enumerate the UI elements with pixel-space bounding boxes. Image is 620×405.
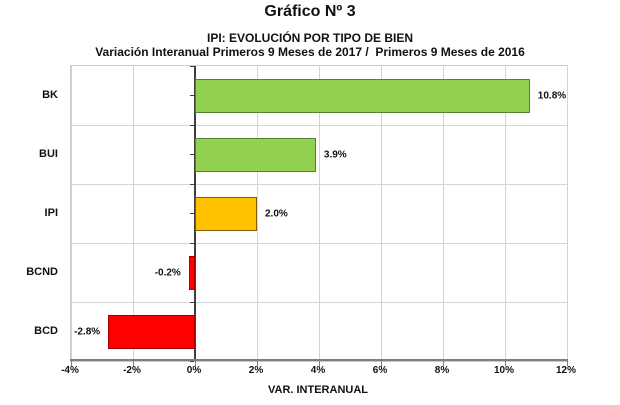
- x-axis-tick-label: 10%: [493, 365, 515, 376]
- category-tick: [190, 124, 194, 126]
- x-axis-tick: [71, 361, 72, 366]
- x-axis-tick-label: 6%: [372, 365, 388, 376]
- chart-title: Gráfico Nº 3: [264, 3, 356, 20]
- bar-bui: [195, 137, 316, 172]
- x-axis-tick: [505, 361, 506, 366]
- category-label: BCND: [26, 265, 58, 278]
- gridline-vertical: [318, 66, 320, 361]
- category-label: IPI: [44, 206, 58, 219]
- x-axis-tick: [381, 361, 382, 366]
- x-axis-tick: [257, 361, 258, 366]
- category-tick: [190, 154, 194, 155]
- bar-ipi: [195, 196, 257, 231]
- chart-subtitle-line2: Variación Interanual Primeros 9 Meses de…: [95, 45, 525, 59]
- gridline-vertical: [256, 66, 258, 361]
- category-tick: [190, 301, 194, 303]
- chart-subtitle-line1: IPI: EVOLUCIÓN POR TIPO DE BIEN: [206, 31, 414, 45]
- category-label: BCD: [34, 324, 58, 337]
- category-tick: [190, 213, 194, 214]
- category-tick: [190, 360, 194, 362]
- x-axis-tick-label: -2%: [123, 365, 141, 376]
- x-axis-tick: [133, 361, 134, 366]
- x-axis-tick-label: 4%: [310, 365, 326, 376]
- gridline-vertical: [504, 66, 506, 361]
- x-axis-tick-label: 2%: [248, 365, 264, 376]
- x-axis-line: [70, 359, 568, 361]
- x-axis-tick-label: 12%: [555, 365, 577, 376]
- x-axis-tick: [319, 361, 320, 366]
- value-label: 2.0%: [265, 208, 288, 219]
- category-tick: [190, 95, 194, 96]
- category-label: BUI: [39, 147, 58, 160]
- category-tick: [190, 65, 194, 67]
- gridline-vertical: [132, 66, 134, 361]
- value-label: -2.8%: [74, 326, 101, 337]
- x-axis-tick: [567, 361, 568, 366]
- gridline-horizontal: [71, 183, 567, 185]
- value-label: 3.9%: [323, 149, 347, 160]
- bar-bcd: [108, 314, 195, 349]
- x-axis-tick: [195, 361, 196, 366]
- bar-bk: [195, 78, 530, 113]
- gridline-horizontal: [71, 301, 567, 303]
- category-label: BK: [42, 88, 58, 101]
- value-label: 10.8%: [537, 90, 567, 101]
- plot-area: 10.8% 3.9% 2.0% -0.2% -2.8%: [70, 65, 568, 366]
- x-axis-tick: [443, 361, 444, 366]
- gridline-horizontal: [71, 242, 567, 244]
- x-axis-tick-label: 0%: [186, 365, 202, 376]
- category-tick: [190, 183, 194, 185]
- gridline-vertical: [380, 66, 382, 361]
- x-axis-tick-label: 8%: [434, 365, 450, 376]
- gridline-horizontal: [71, 124, 567, 126]
- x-axis-tick-label: -4%: [61, 365, 79, 376]
- value-label: -0.2%: [154, 267, 181, 278]
- x-axis-title: VAR. INTERANUAL: [267, 384, 368, 396]
- category-tick: [190, 242, 194, 244]
- gridline-vertical: [70, 66, 72, 361]
- gridline-vertical: [442, 66, 444, 361]
- gridline-vertical: [566, 66, 568, 361]
- bar-bcnd: [188, 255, 195, 290]
